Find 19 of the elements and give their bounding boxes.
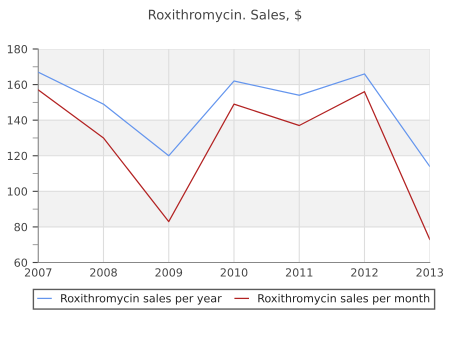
- x-tick-label: 2008: [90, 268, 117, 277]
- y-tick-label: 160: [8, 80, 28, 89]
- x-tick-label: 2009: [155, 268, 182, 277]
- line-series: [38, 72, 430, 168]
- x-tick-label: 2012: [351, 268, 378, 277]
- legend-label: Roxithromycin sales per year: [61, 294, 222, 305]
- y-tick-label: 180: [8, 44, 28, 54]
- x-tick-label: 2007: [24, 268, 52, 277]
- y-tick-label: 140: [8, 116, 28, 125]
- y-tick-label: 60: [14, 258, 28, 267]
- legend-label: Roxithromycin sales per month: [258, 294, 430, 305]
- y-tick-label: 80: [14, 222, 28, 232]
- line-series: [38, 89, 430, 240]
- x-tick-label: 2013: [416, 268, 443, 277]
- y-tick-label: 120: [8, 152, 28, 160]
- x-tick-label: 2011: [286, 268, 312, 277]
- x-tick-label: 2010: [220, 268, 248, 277]
- chart-title: Roxithromycin. Sales, $: [148, 9, 302, 22]
- y-tick-label: 100: [8, 187, 28, 196]
